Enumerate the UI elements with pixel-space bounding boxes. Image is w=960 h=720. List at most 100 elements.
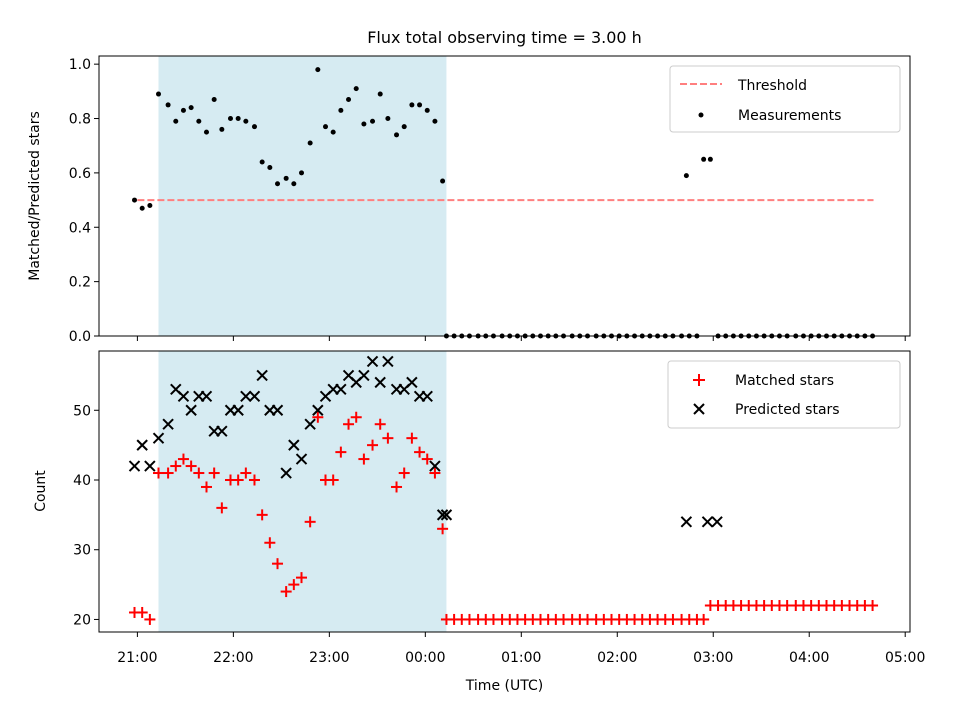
measurement-point	[707, 156, 713, 162]
predicted-point	[304, 418, 316, 430]
x-tick-label: 00:00	[405, 650, 445, 666]
predicted-point	[185, 404, 197, 416]
x-tick-label: 05:00	[885, 650, 925, 666]
y-tick-label: 0.4	[69, 220, 91, 236]
predicted-point	[711, 516, 723, 528]
measurement-point	[275, 181, 281, 187]
measurement-point	[307, 140, 313, 146]
predicted-point	[240, 390, 252, 403]
measurement-point	[227, 116, 233, 122]
measurement-point	[196, 118, 202, 124]
chart-title: Flux total observing time = 3.00 h	[367, 28, 642, 47]
measurement-point	[315, 67, 321, 73]
legend-measurements-label: Measurements	[738, 108, 841, 124]
bottom-y-axis-label: Count	[33, 470, 49, 512]
measurement-point	[323, 124, 329, 130]
matched-point	[698, 613, 710, 625]
matched-point	[144, 613, 156, 625]
matched-point	[335, 446, 347, 458]
x-tick-label: 03:00	[693, 650, 733, 666]
predicted-point	[680, 516, 693, 528]
measurement-point	[283, 175, 289, 181]
matched-point	[232, 474, 244, 486]
measurement-point	[377, 91, 383, 97]
predicted-point	[248, 390, 261, 403]
matched-point	[208, 467, 220, 479]
matched-point	[280, 586, 292, 598]
matched-point	[350, 411, 362, 423]
top-axes-frame	[98, 55, 911, 337]
predicted-point	[406, 376, 418, 389]
matched-point	[272, 558, 284, 570]
matched-point	[867, 600, 879, 612]
measurement-point	[330, 129, 336, 135]
matched-point	[374, 418, 386, 430]
measurement-point	[180, 107, 186, 113]
bottom-axes-frame	[98, 350, 911, 633]
matched-point	[406, 432, 418, 444]
predicted-point	[436, 509, 449, 521]
measurement-point	[219, 126, 225, 132]
matched-point	[414, 446, 426, 458]
measurement-point	[188, 105, 194, 111]
measurement-point	[173, 118, 179, 124]
top-panel: 0.0 0.2 0.4 0.6 0.8 1.0 Matched/Predicted sta…	[27, 55, 911, 345]
legend-matched-swatch	[693, 374, 705, 386]
predicted-point	[128, 460, 141, 472]
bottom-legend: Matched stars Predicted stars	[667, 360, 901, 429]
measurement-point	[243, 118, 249, 124]
y-tick-label: 0.6	[69, 166, 91, 182]
measurement-point	[417, 102, 423, 108]
predicted-point	[232, 404, 244, 416]
measurement-point	[394, 132, 400, 138]
predicted-point	[312, 404, 324, 416]
matched-point	[343, 418, 355, 430]
measurement-point	[203, 129, 209, 135]
measurement-point	[267, 164, 273, 170]
predicted-point	[440, 509, 453, 521]
measurement-point	[683, 173, 689, 179]
matched-point	[216, 502, 228, 514]
legend-threshold-label: Threshold	[737, 78, 807, 94]
matched-point	[170, 460, 182, 472]
predicted-point	[421, 390, 433, 403]
measurement-point	[211, 96, 217, 102]
y-tick-label: 50	[73, 403, 91, 419]
matched-point	[193, 467, 205, 479]
predicted-point	[335, 383, 347, 396]
matched-point	[304, 516, 316, 528]
matched-point	[429, 467, 441, 479]
measurement-point	[147, 203, 153, 209]
predicted-point	[280, 467, 292, 479]
predicted-point	[358, 369, 370, 382]
predicted-point	[162, 418, 174, 430]
measurement-point	[370, 118, 376, 124]
top-y-axis-label: Matched/Predicted stars	[27, 111, 43, 281]
x-tick-label: 01:00	[501, 650, 541, 666]
matched-point	[382, 432, 394, 444]
y-tick-label: 30	[73, 543, 91, 559]
top-legend-box	[669, 65, 901, 133]
legend-measurements-swatch	[698, 112, 704, 118]
x-tick-label: 02:00	[597, 650, 637, 666]
measurement-point	[440, 178, 446, 184]
x-axis-label: Time (UTC)	[465, 678, 543, 694]
matched-point	[162, 467, 174, 479]
x-tick-label: 04:00	[789, 650, 829, 666]
count-points	[128, 355, 879, 625]
measurement-point	[156, 91, 162, 97]
matched-point	[421, 453, 433, 465]
x-tick-label: 21:00	[117, 650, 157, 666]
matched-point	[264, 537, 276, 549]
matched-point	[288, 579, 300, 591]
predicted-point	[374, 376, 386, 389]
legend-predicted-label: Predicted stars	[735, 402, 840, 418]
predicted-point	[200, 390, 213, 403]
predicted-point	[288, 439, 300, 451]
matched-point	[185, 460, 197, 472]
matched-point	[136, 606, 148, 618]
measurement-point	[299, 170, 305, 176]
measurement-point	[132, 197, 138, 203]
y-tick-label: 40	[73, 473, 91, 489]
